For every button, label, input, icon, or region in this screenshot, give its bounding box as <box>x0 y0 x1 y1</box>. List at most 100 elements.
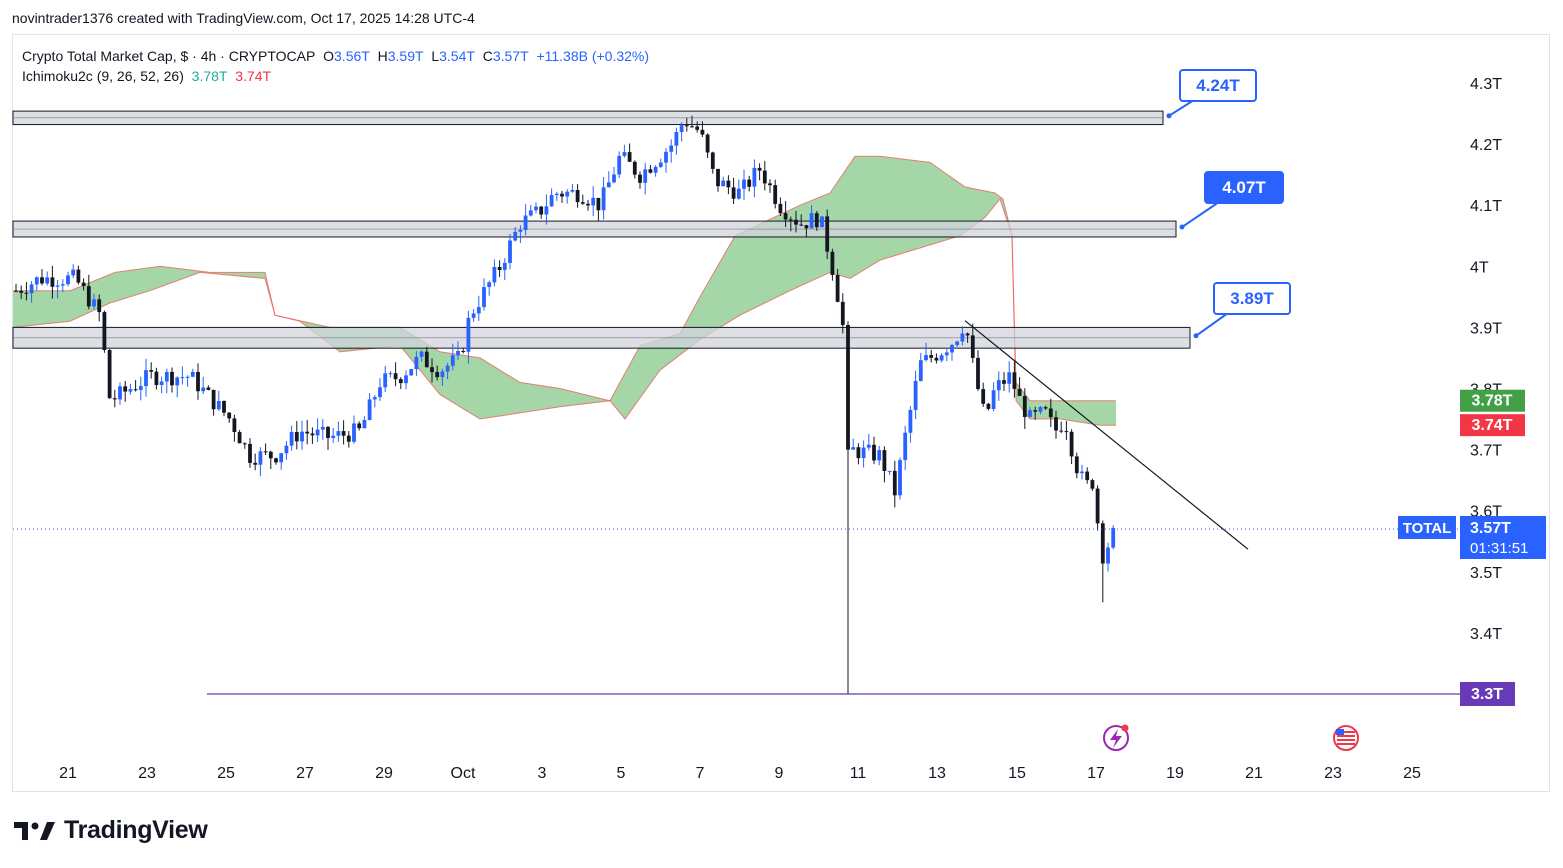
candle-body <box>788 219 793 221</box>
zone-label-box-4.24T <box>1179 69 1257 102</box>
ichimoku-badge-bg <box>1460 389 1525 412</box>
candle-body <box>107 350 112 399</box>
candle-body <box>534 206 538 211</box>
high-value: 3.59T <box>387 48 424 64</box>
candle-body <box>1048 408 1053 418</box>
candle-body <box>237 432 242 444</box>
candle-body <box>445 365 450 372</box>
candle-body <box>736 188 741 199</box>
candle-body <box>924 355 928 361</box>
candle-body <box>315 429 320 436</box>
candle-body <box>404 375 408 384</box>
candle-body <box>1012 372 1017 389</box>
candle-body <box>55 285 60 287</box>
candle-body <box>710 152 715 169</box>
candle-body <box>185 376 190 378</box>
candle-body <box>887 470 892 472</box>
candle-body <box>674 132 679 146</box>
candle-body <box>1038 407 1043 412</box>
candle-body <box>721 180 726 187</box>
candle-body <box>19 290 24 293</box>
indicator-title[interactable]: Ichimoku2c (9, 26, 52, 26) <box>22 68 184 84</box>
candle-body <box>409 369 414 376</box>
symbol-title[interactable]: Crypto Total Market Cap, $ · 4h · CRYPTO… <box>22 48 316 64</box>
candle-body <box>586 203 590 206</box>
chart-legend: Crypto Total Market Cap, $ · 4h · CRYPTO… <box>22 46 649 86</box>
candle-body <box>289 432 294 446</box>
candle-body <box>97 299 102 313</box>
candle-body <box>648 169 653 173</box>
candle-body <box>960 333 965 342</box>
candle-body <box>268 451 273 459</box>
candle-body <box>1017 388 1022 396</box>
y-tick-label: 4T <box>1470 259 1489 276</box>
zone-callout-line-4.07T <box>1181 201 1220 228</box>
candle-body <box>66 275 70 285</box>
last-price-badge-bg <box>1460 516 1546 559</box>
candle-body <box>695 126 700 130</box>
candle-body <box>144 370 148 387</box>
candle-body <box>320 426 325 430</box>
low-label: L <box>431 48 440 64</box>
flag-canton-icon <box>1336 729 1344 735</box>
flag-stripe-icon <box>1337 735 1355 737</box>
candle-body <box>612 174 616 183</box>
candle-body <box>996 380 1001 391</box>
candle-body <box>882 450 887 471</box>
candle-body <box>128 389 133 392</box>
candle-body <box>991 390 996 409</box>
candle-body <box>757 167 762 171</box>
candle-body <box>804 225 809 229</box>
tradingview-logo-icon <box>14 820 58 842</box>
candle-body <box>424 351 429 368</box>
candle-body <box>227 412 232 419</box>
candle-body <box>970 335 975 358</box>
candle-body <box>222 401 226 413</box>
candle-body <box>669 145 674 152</box>
open-label: O <box>323 48 335 64</box>
candle-body <box>731 187 736 199</box>
indicator-row: Ichimoku2c (9, 26, 52, 26) 3.78T 3.74T <box>22 66 649 86</box>
candle-body <box>846 325 850 450</box>
candle-body <box>170 371 174 386</box>
candle-body <box>653 166 658 173</box>
candle-body <box>606 182 611 188</box>
y-tick-label: 3.4T <box>1470 626 1502 643</box>
candle-body <box>716 168 720 187</box>
candle-body <box>274 458 278 463</box>
candle-body <box>149 370 154 372</box>
ichimoku-badge-label: 3.74T <box>1472 417 1513 434</box>
candle-body <box>175 377 180 386</box>
candle-body <box>60 284 65 286</box>
candle-body <box>258 451 263 465</box>
x-tick-label: 29 <box>375 765 393 782</box>
candle-body <box>357 423 362 429</box>
x-tick-label: 21 <box>59 765 77 782</box>
ichimoku-badge-bg <box>1460 414 1525 437</box>
candle-body <box>794 219 798 225</box>
candle-body <box>783 213 788 220</box>
symbol-tag: TOTAL <box>1403 520 1452 537</box>
candle-body <box>393 373 398 380</box>
candle-body <box>50 277 55 287</box>
candle-body <box>1090 480 1095 489</box>
candle-body <box>825 216 830 252</box>
candle-body <box>502 262 507 270</box>
candle-body <box>752 167 757 187</box>
support-badge-label: 3.3T <box>1471 686 1503 703</box>
zone-label-box-3.89T <box>1213 282 1291 315</box>
flag-stripe-icon <box>1337 743 1355 745</box>
candle-body <box>102 312 107 350</box>
candle-body <box>544 206 549 215</box>
x-tick-label: 7 <box>696 765 705 782</box>
tradingview-logo[interactable]: TradingView <box>14 816 208 845</box>
candle-body <box>300 431 304 442</box>
candle-body <box>950 345 954 353</box>
candle-body <box>341 431 346 436</box>
candle-body <box>352 423 356 442</box>
candle-body <box>279 453 284 463</box>
y-tick-label: 3.5T <box>1470 565 1502 582</box>
candle-body <box>180 377 185 379</box>
candle-body <box>575 190 580 203</box>
